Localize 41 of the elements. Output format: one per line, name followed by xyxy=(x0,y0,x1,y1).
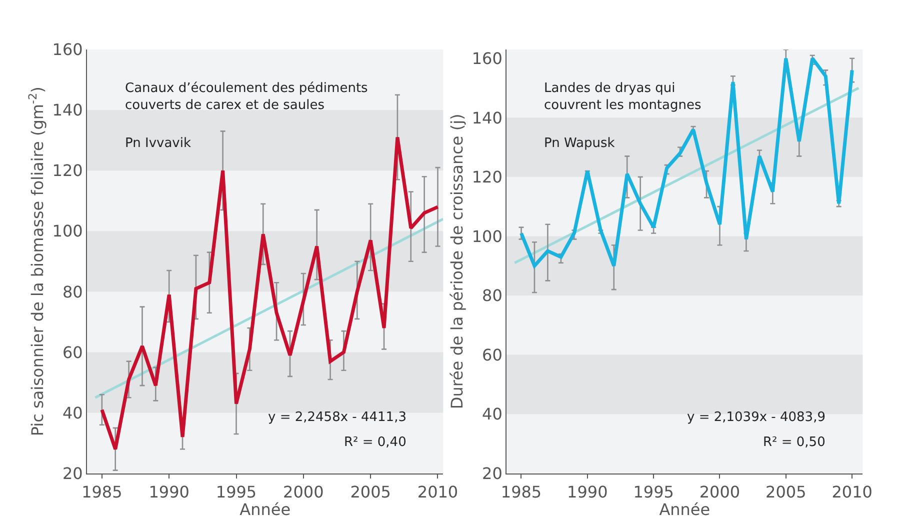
annotation: y = 2,1039x - 4083,9 xyxy=(687,410,826,425)
text: Pn Ivvavik xyxy=(125,136,192,151)
y-tick-label: 120 xyxy=(52,161,83,180)
annotation: R² = 0,40 xyxy=(344,435,406,450)
y-tick-label: 140 xyxy=(52,100,83,120)
x-axis-title: Année xyxy=(240,500,291,519)
x-tick-label: 2000 xyxy=(283,482,324,502)
text: Canaux d’écoulement des pédiments couverts de carex et de saules xyxy=(125,81,368,113)
x-tick-label: 2005 xyxy=(350,482,391,502)
line-series xyxy=(520,56,854,268)
y-tick-label: 60 xyxy=(62,342,83,362)
line-series xyxy=(100,136,440,451)
y-tick-label: 100 xyxy=(52,222,83,241)
x-tick-label: 2010 xyxy=(832,482,872,502)
annotation: y = 2,2458x - 4411,3 xyxy=(268,410,406,425)
x-tick-label: 2010 xyxy=(417,482,458,502)
y-tick-label: 40 xyxy=(482,404,502,424)
x-tick-label: 1990 xyxy=(148,482,190,502)
text: Pn Wapusk xyxy=(544,136,616,151)
x-tick-label: 2000 xyxy=(699,482,740,502)
text: Landes de dryas qui couvrent les montagnes xyxy=(544,81,702,113)
y-tick-label: 100 xyxy=(472,226,502,246)
y-tick-label: 20 xyxy=(482,464,502,483)
y-tick-label: 120 xyxy=(472,168,502,187)
y-tick-label: 140 xyxy=(472,108,502,128)
x-tick-label: 2005 xyxy=(766,482,806,502)
y-tick-label: 40 xyxy=(62,403,83,422)
x-tick-label: 1985 xyxy=(500,482,542,502)
y-tick-label: 160 xyxy=(52,40,83,60)
x-tick-label: 1995 xyxy=(633,482,674,502)
y-tick-label: 20 xyxy=(62,464,83,483)
y-tick-label: 160 xyxy=(472,48,502,68)
y-axis-title: Durée de la période de croissance (j) xyxy=(448,114,467,410)
x-tick-label: 1995 xyxy=(216,482,257,502)
y-tick-label: 80 xyxy=(62,282,83,302)
annotation: R² = 0,50 xyxy=(763,435,826,450)
x-tick-label: 1990 xyxy=(567,482,608,502)
y-tick-label: 60 xyxy=(482,345,502,364)
x-tick-label: 1985 xyxy=(82,482,122,502)
x-axis-title: Année xyxy=(659,500,710,519)
y-tick-label: 80 xyxy=(482,286,502,306)
